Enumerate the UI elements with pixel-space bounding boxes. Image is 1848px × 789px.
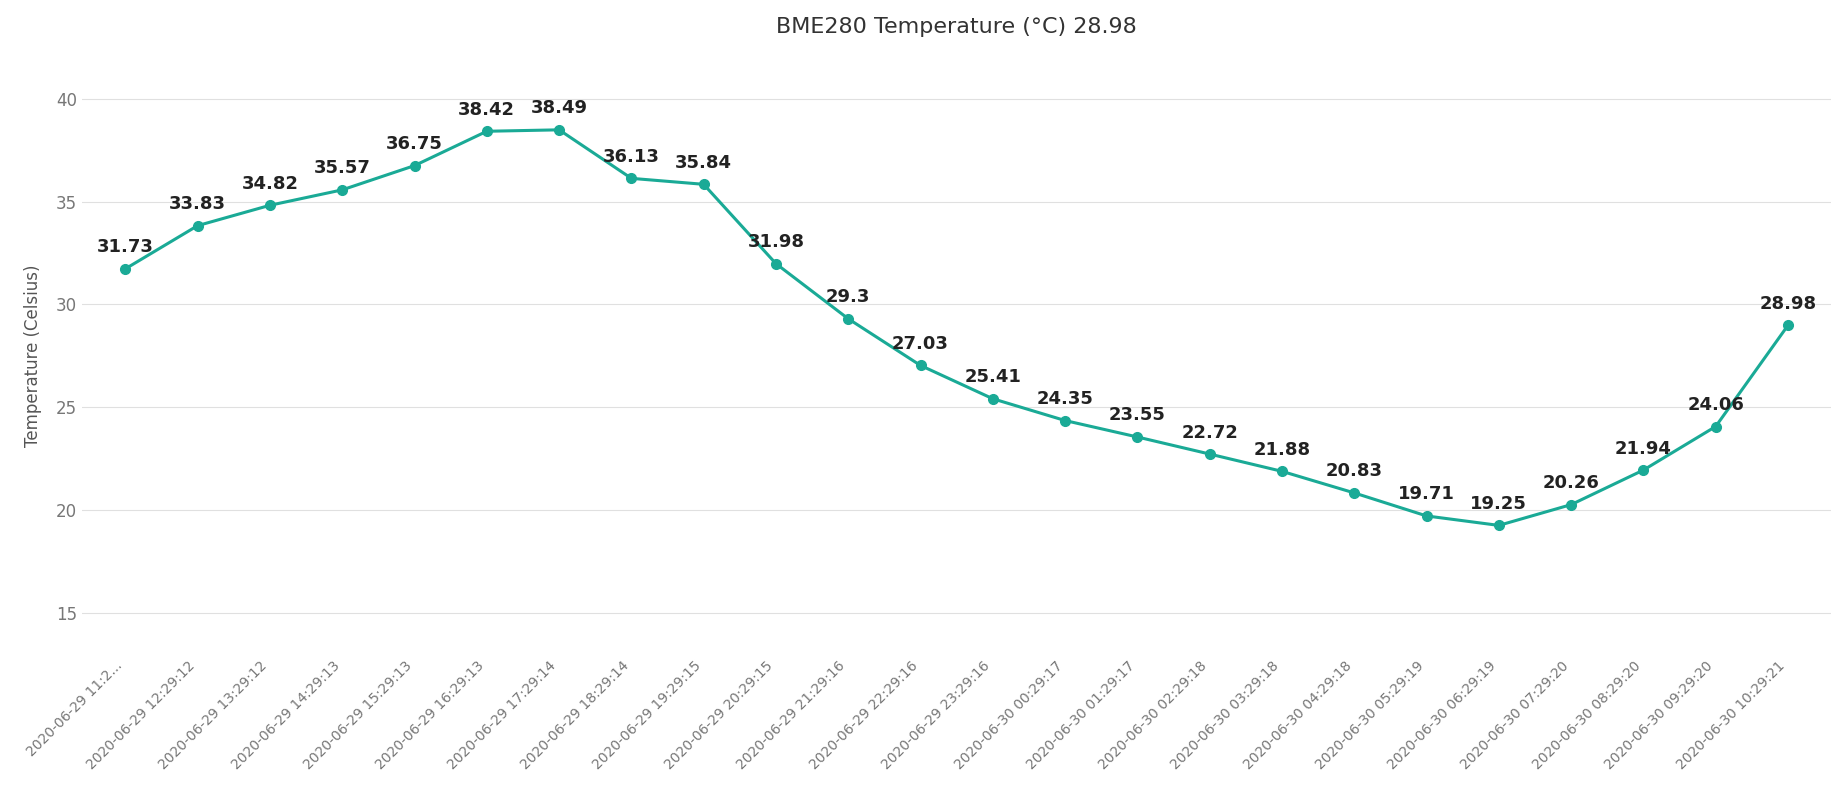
Text: 22.72: 22.72 <box>1181 424 1238 442</box>
Text: 21.88: 21.88 <box>1253 441 1310 459</box>
Text: 20.26: 20.26 <box>1543 474 1600 492</box>
Text: 25.41: 25.41 <box>965 368 1022 387</box>
Text: 24.35: 24.35 <box>1037 390 1094 408</box>
Y-axis label: Temperature (Celsius): Temperature (Celsius) <box>24 264 43 447</box>
Text: 21.94: 21.94 <box>1615 439 1672 458</box>
Text: 23.55: 23.55 <box>1109 406 1166 424</box>
Text: 33.83: 33.83 <box>170 195 225 213</box>
Text: 36.75: 36.75 <box>386 135 444 153</box>
Text: 38.42: 38.42 <box>458 101 516 119</box>
Text: 38.49: 38.49 <box>530 99 588 118</box>
Text: 29.3: 29.3 <box>826 288 870 306</box>
Text: 19.25: 19.25 <box>1471 495 1526 513</box>
Text: 35.84: 35.84 <box>675 154 732 172</box>
Text: 31.98: 31.98 <box>747 234 804 251</box>
Text: 31.73: 31.73 <box>96 238 153 256</box>
Text: 24.06: 24.06 <box>1687 396 1745 414</box>
Text: 19.71: 19.71 <box>1399 485 1454 503</box>
Text: 20.83: 20.83 <box>1325 462 1382 481</box>
Text: 36.13: 36.13 <box>602 148 660 166</box>
Title: BME280 Temperature (°C) 28.98: BME280 Temperature (°C) 28.98 <box>776 17 1137 36</box>
Text: 28.98: 28.98 <box>1759 295 1817 313</box>
Text: 27.03: 27.03 <box>893 335 950 353</box>
Text: 34.82: 34.82 <box>242 175 299 193</box>
Text: 35.57: 35.57 <box>314 159 371 178</box>
